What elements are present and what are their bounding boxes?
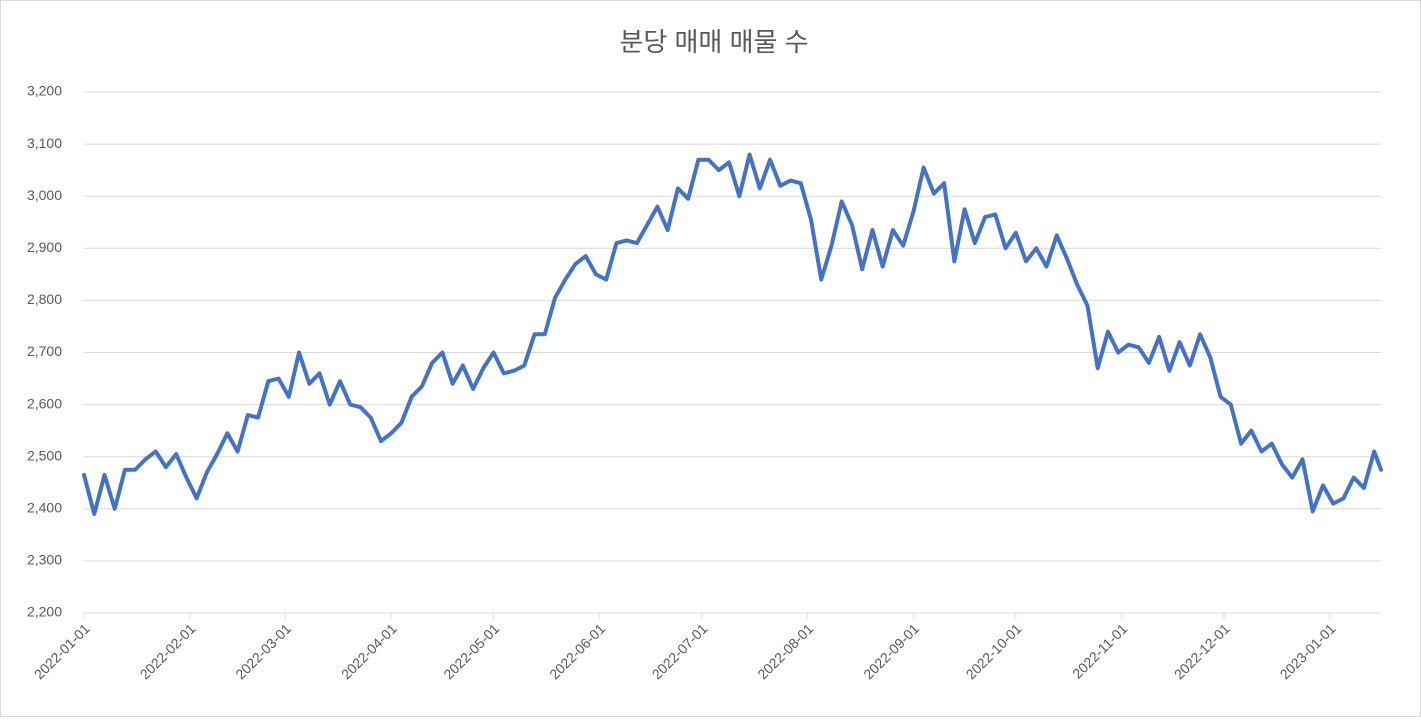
y-tick-label: 2,500	[27, 447, 62, 463]
y-tick-label: 3,100	[27, 135, 62, 151]
y-tick-label: 2,900	[27, 239, 62, 255]
y-tick-label: 2,400	[27, 500, 62, 516]
y-tick-label: 3,000	[27, 187, 62, 203]
data-line	[82, 152, 1383, 517]
y-tick-label: 2,300	[27, 552, 62, 568]
chart-title: 분당 매매 매물 수	[619, 27, 808, 57]
y-tick-label: 2,700	[27, 343, 62, 359]
y-tick-label: 2,600	[27, 395, 62, 411]
y-tick-label: 2,200	[27, 604, 62, 620]
y-tick-label: 2,800	[27, 291, 62, 307]
y-tick-label: 3,200	[27, 83, 62, 99]
